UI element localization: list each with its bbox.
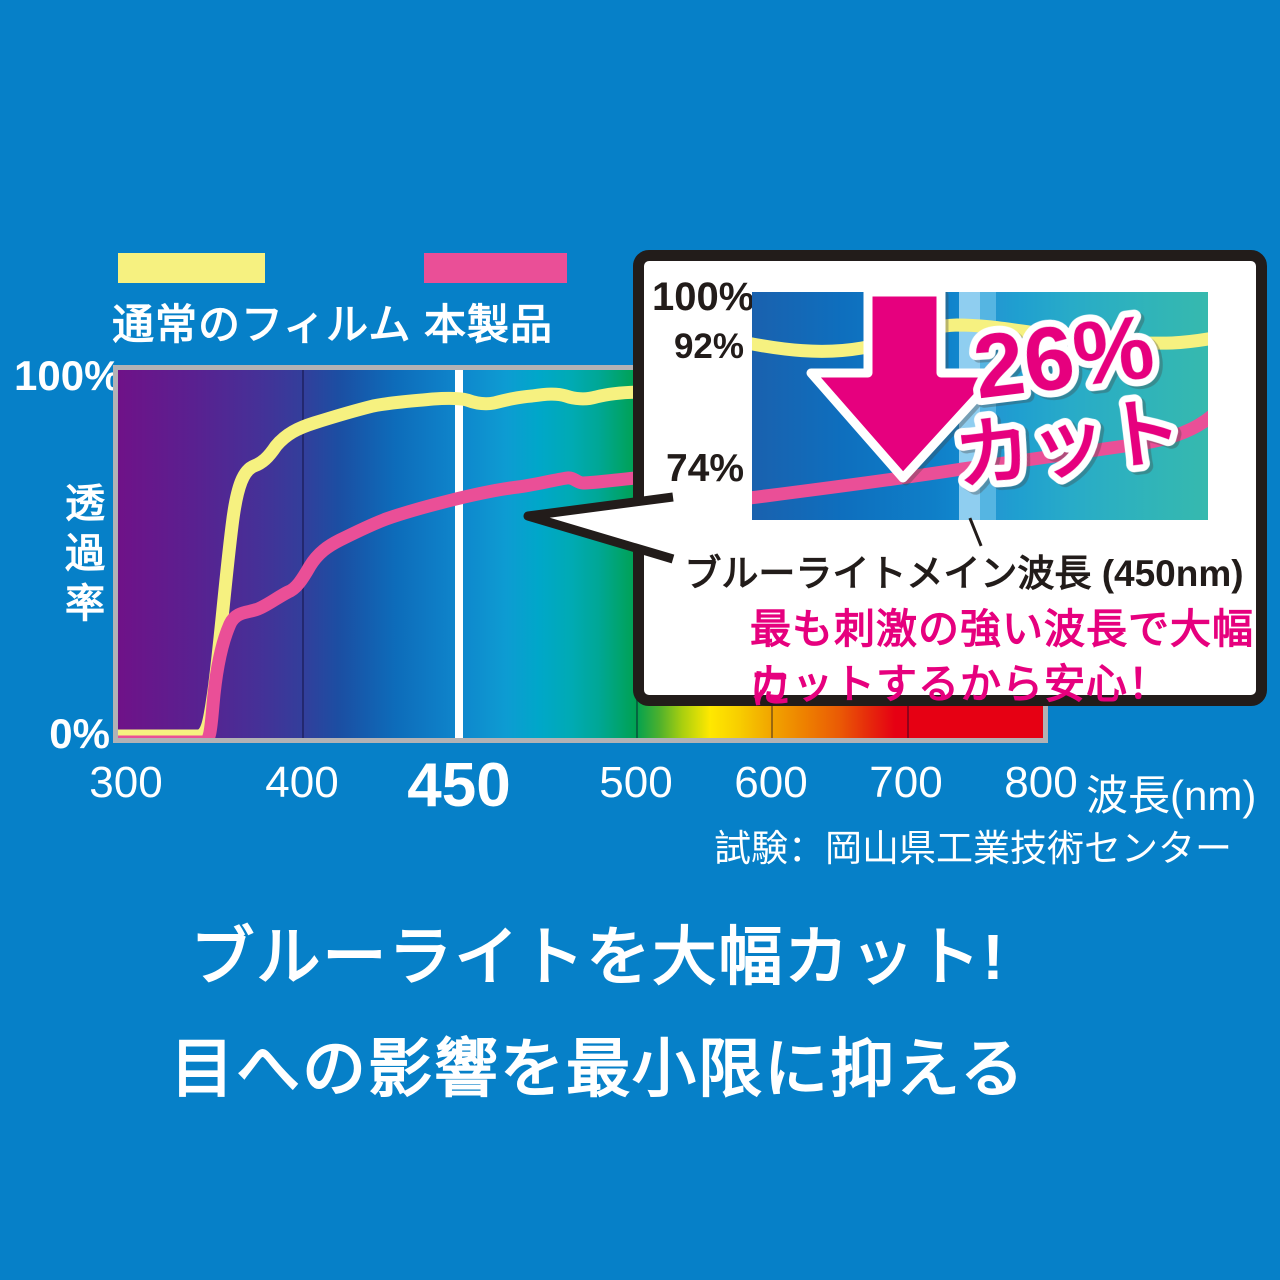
zoom-callout-box: 100% 92% 74% 26% カット ブルーライトメイン波長 (450nm)… <box>633 250 1267 712</box>
wavelength-caption: ブルーライトメイン波長 (450nm) <box>684 553 1244 594</box>
cut-down-arrow-icon <box>806 292 1004 483</box>
mini-chart-overlay: 26% カット <box>752 292 1208 520</box>
y-axis-min-label: 0% <box>49 710 110 757</box>
callout-74-label: 74% <box>665 447 744 490</box>
x-tick-800: 800 <box>1004 758 1078 807</box>
callout-tail <box>523 492 675 564</box>
transmittance-curves <box>118 385 652 738</box>
callout-tail-shape <box>523 492 675 564</box>
x-tick-400: 400 <box>265 758 339 807</box>
marker-line-450nm <box>455 370 463 738</box>
mini-chart-450nm: 26% カット <box>752 292 1208 520</box>
legend-swatch-normal-film <box>118 253 265 283</box>
curve-product <box>118 470 652 738</box>
x-axis-unit-label: 波長(nm) <box>1086 772 1257 819</box>
y-axis-title: 透過率 <box>59 482 103 632</box>
callout-note-line2: カットするから安心！ <box>750 661 1170 707</box>
y-axis-max-label: 100% <box>14 352 122 399</box>
x-tick-600: 600 <box>734 758 808 807</box>
test-source-label: 試験：岡山県工業技術センター <box>714 828 1232 869</box>
legend-label-product: 本製品 <box>424 301 554 348</box>
legend-label-normal-film: 通常のフィルム <box>112 301 412 348</box>
callout-100-label: 100% <box>652 275 755 319</box>
x-tick-500: 500 <box>599 758 673 807</box>
headline: ブルーライトを大幅カット! 目への影響を最小限に抑える <box>0 906 1196 1130</box>
x-tick-300: 300 <box>89 758 163 807</box>
mini-curve-product <box>752 410 1208 505</box>
gridline-400nm <box>302 370 304 738</box>
callout-92-label: 92% <box>673 327 744 366</box>
headline-line2: 目への影響を最小限に抑える <box>169 1033 1027 1105</box>
legend-swatch-product <box>424 253 567 283</box>
x-tick-450: 450 <box>407 751 511 820</box>
x-tick-700: 700 <box>869 758 943 807</box>
mini-curve-normal-film <box>752 318 1208 358</box>
curve-normal-film <box>118 385 652 738</box>
headline-line1: ブルーライトを大幅カット! <box>190 921 1006 993</box>
callout-note-line1: 最も刺激の強い波長で大幅に <box>750 606 1254 712</box>
